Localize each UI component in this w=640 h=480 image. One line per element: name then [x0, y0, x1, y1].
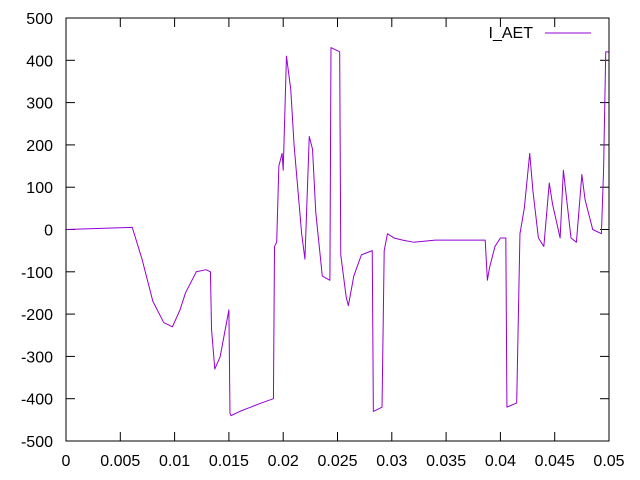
x-tick-label: 0.015 [209, 453, 249, 470]
x-tick-label: 0.01 [159, 453, 190, 470]
y-axis-ticks: -500 -400 -300 -200 -100 0 100 200 300 400 500 [21, 11, 609, 451]
y-tick-label: -100 [21, 265, 53, 282]
x-tick-label: 0.045 [535, 453, 575, 470]
y-tick-label: 100 [26, 180, 53, 197]
series-layer [65, 47, 609, 417]
legend: I_AET [489, 25, 591, 42]
x-tick-label: 0.005 [100, 453, 140, 470]
series-line-i-aet [65, 47, 609, 417]
y-tick-label: -500 [21, 434, 53, 451]
x-tick-label: 0.025 [317, 453, 357, 470]
y-tick-label: 400 [26, 53, 53, 70]
y-tick-label: -400 [21, 392, 53, 409]
x-tick-label: 0 [62, 453, 71, 470]
y-tick-label: 200 [26, 138, 53, 155]
x-tick-label: 0.02 [268, 453, 299, 470]
plot-frame [65, 17, 610, 442]
y-tick-label: 300 [26, 96, 53, 113]
y-tick-label: 500 [26, 11, 53, 28]
x-axis-ticks: 0 0.005 0.01 0.015 0.02 0.025 0.03 0.035 0.04 0.0… [62, 18, 625, 470]
y-tick-label: -200 [21, 307, 53, 324]
x-tick-label: 0.03 [376, 453, 407, 470]
x-tick-label: 0.05 [593, 453, 624, 470]
y-tick-label: 0 [44, 223, 53, 240]
x-tick-label: 0.035 [426, 453, 466, 470]
y-tick-label: -300 [21, 349, 53, 366]
x-tick-label: 0.04 [485, 453, 516, 470]
legend-label-i-aet: I_AET [489, 25, 534, 42]
